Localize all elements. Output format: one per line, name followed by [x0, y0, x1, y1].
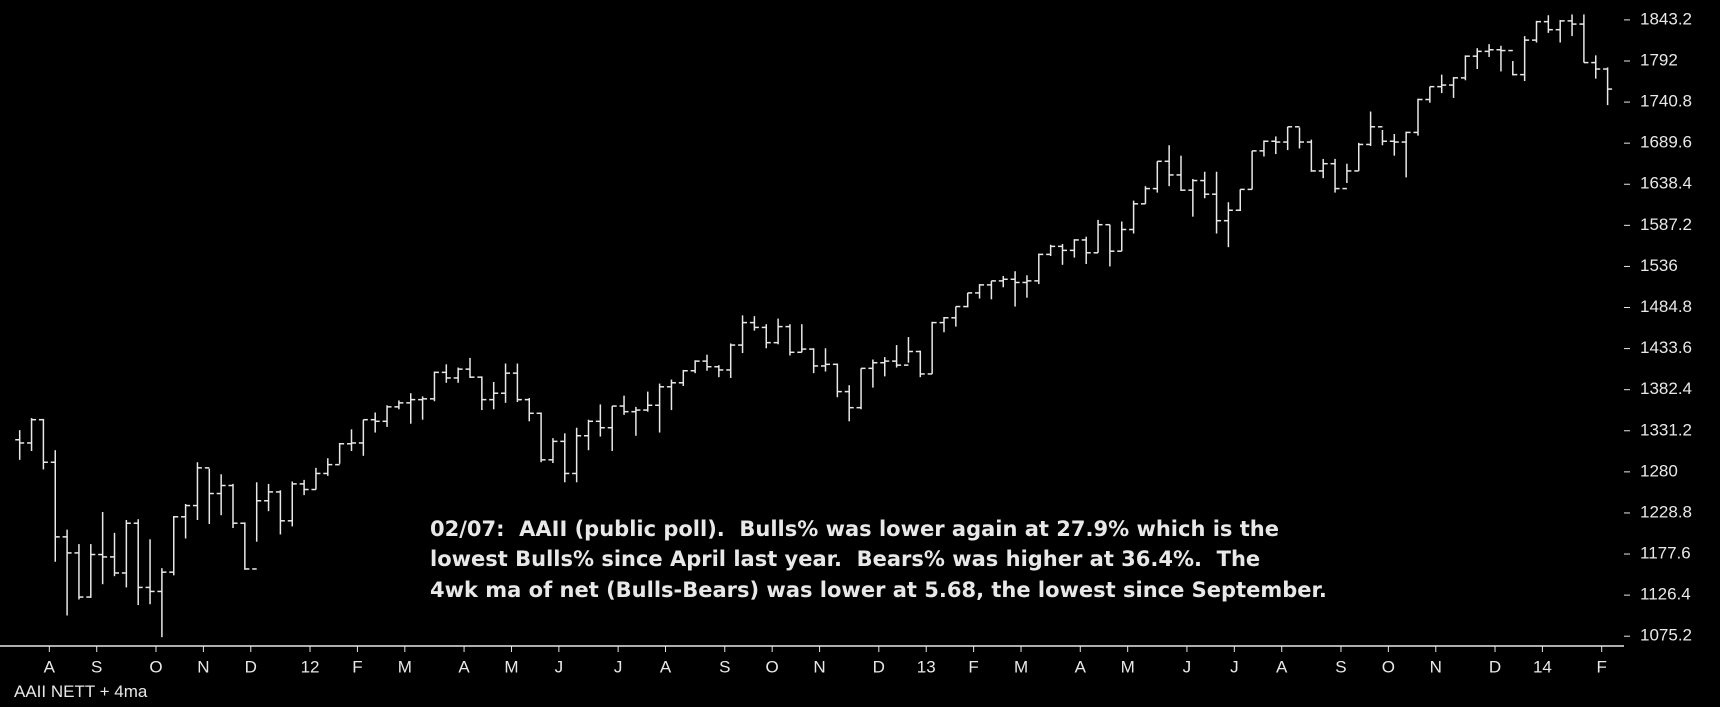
x-tick-label: O: [1382, 657, 1395, 676]
x-tick-label: F: [1596, 657, 1606, 676]
x-tick-label: J: [555, 657, 564, 676]
x-tick-label: J: [614, 657, 623, 676]
x-tick-label: D: [873, 657, 885, 676]
x-tick-label: A: [458, 657, 470, 676]
x-tick-label: N: [197, 657, 209, 676]
x-tick-label: N: [813, 657, 825, 676]
x-tick-label: A: [1075, 657, 1087, 676]
x-tick-label: M: [398, 657, 412, 676]
x-tick-label: S: [91, 657, 102, 676]
y-tick-label: 1843.2: [1640, 9, 1692, 28]
y-tick-label: 1075.2: [1640, 626, 1692, 645]
x-tick-label: M: [504, 657, 518, 676]
annotation-line: 4wk ma of net (Bulls-Bears) was lower at…: [430, 578, 1327, 602]
x-tick-label: N: [1430, 657, 1442, 676]
y-tick-label: 1177.6: [1640, 544, 1691, 563]
x-tick-label: A: [44, 657, 56, 676]
y-tick-label: 1484.8: [1640, 297, 1692, 316]
chart-label: AAII NETT + 4ma: [14, 682, 148, 701]
y-tick-label: 1587.2: [1640, 215, 1692, 234]
x-tick-label: 13: [917, 657, 936, 676]
y-tick-label: 1228.8: [1640, 502, 1692, 521]
x-tick-label: A: [660, 657, 672, 676]
x-tick-label: D: [1489, 657, 1501, 676]
x-tick-label: J: [1183, 657, 1192, 676]
x-tick-label: 12: [301, 657, 320, 676]
y-tick-label: 1126.4: [1640, 585, 1691, 604]
x-tick-label: M: [1014, 657, 1028, 676]
x-tick-label: F: [352, 657, 362, 676]
x-tick-label: D: [245, 657, 257, 676]
x-tick-label: F: [968, 657, 978, 676]
x-tick-label: S: [719, 657, 730, 676]
y-tick-label: 1740.8: [1640, 92, 1692, 111]
y-tick-label: 1382.4: [1640, 379, 1692, 398]
x-tick-label: 14: [1533, 657, 1552, 676]
y-tick-label: 1536: [1640, 256, 1678, 275]
x-tick-label: O: [149, 657, 162, 676]
x-tick-label: S: [1335, 657, 1346, 676]
x-tick-label: M: [1121, 657, 1135, 676]
annotation-line: lowest Bulls% since April last year. Bea…: [430, 547, 1260, 571]
y-tick-label: 1689.6: [1640, 133, 1692, 152]
y-tick-label: 1792: [1640, 50, 1678, 69]
y-tick-label: 1433.6: [1640, 338, 1692, 357]
x-tick-label: J: [1230, 657, 1239, 676]
y-tick-label: 1638.4: [1640, 174, 1692, 193]
x-tick-label: A: [1276, 657, 1288, 676]
annotation-line: 02/07: AAII (public poll). Bulls% was lo…: [430, 517, 1279, 541]
y-tick-label: 1331.2: [1640, 420, 1692, 439]
y-tick-label: 1280: [1640, 461, 1678, 480]
x-tick-label: O: [766, 657, 779, 676]
